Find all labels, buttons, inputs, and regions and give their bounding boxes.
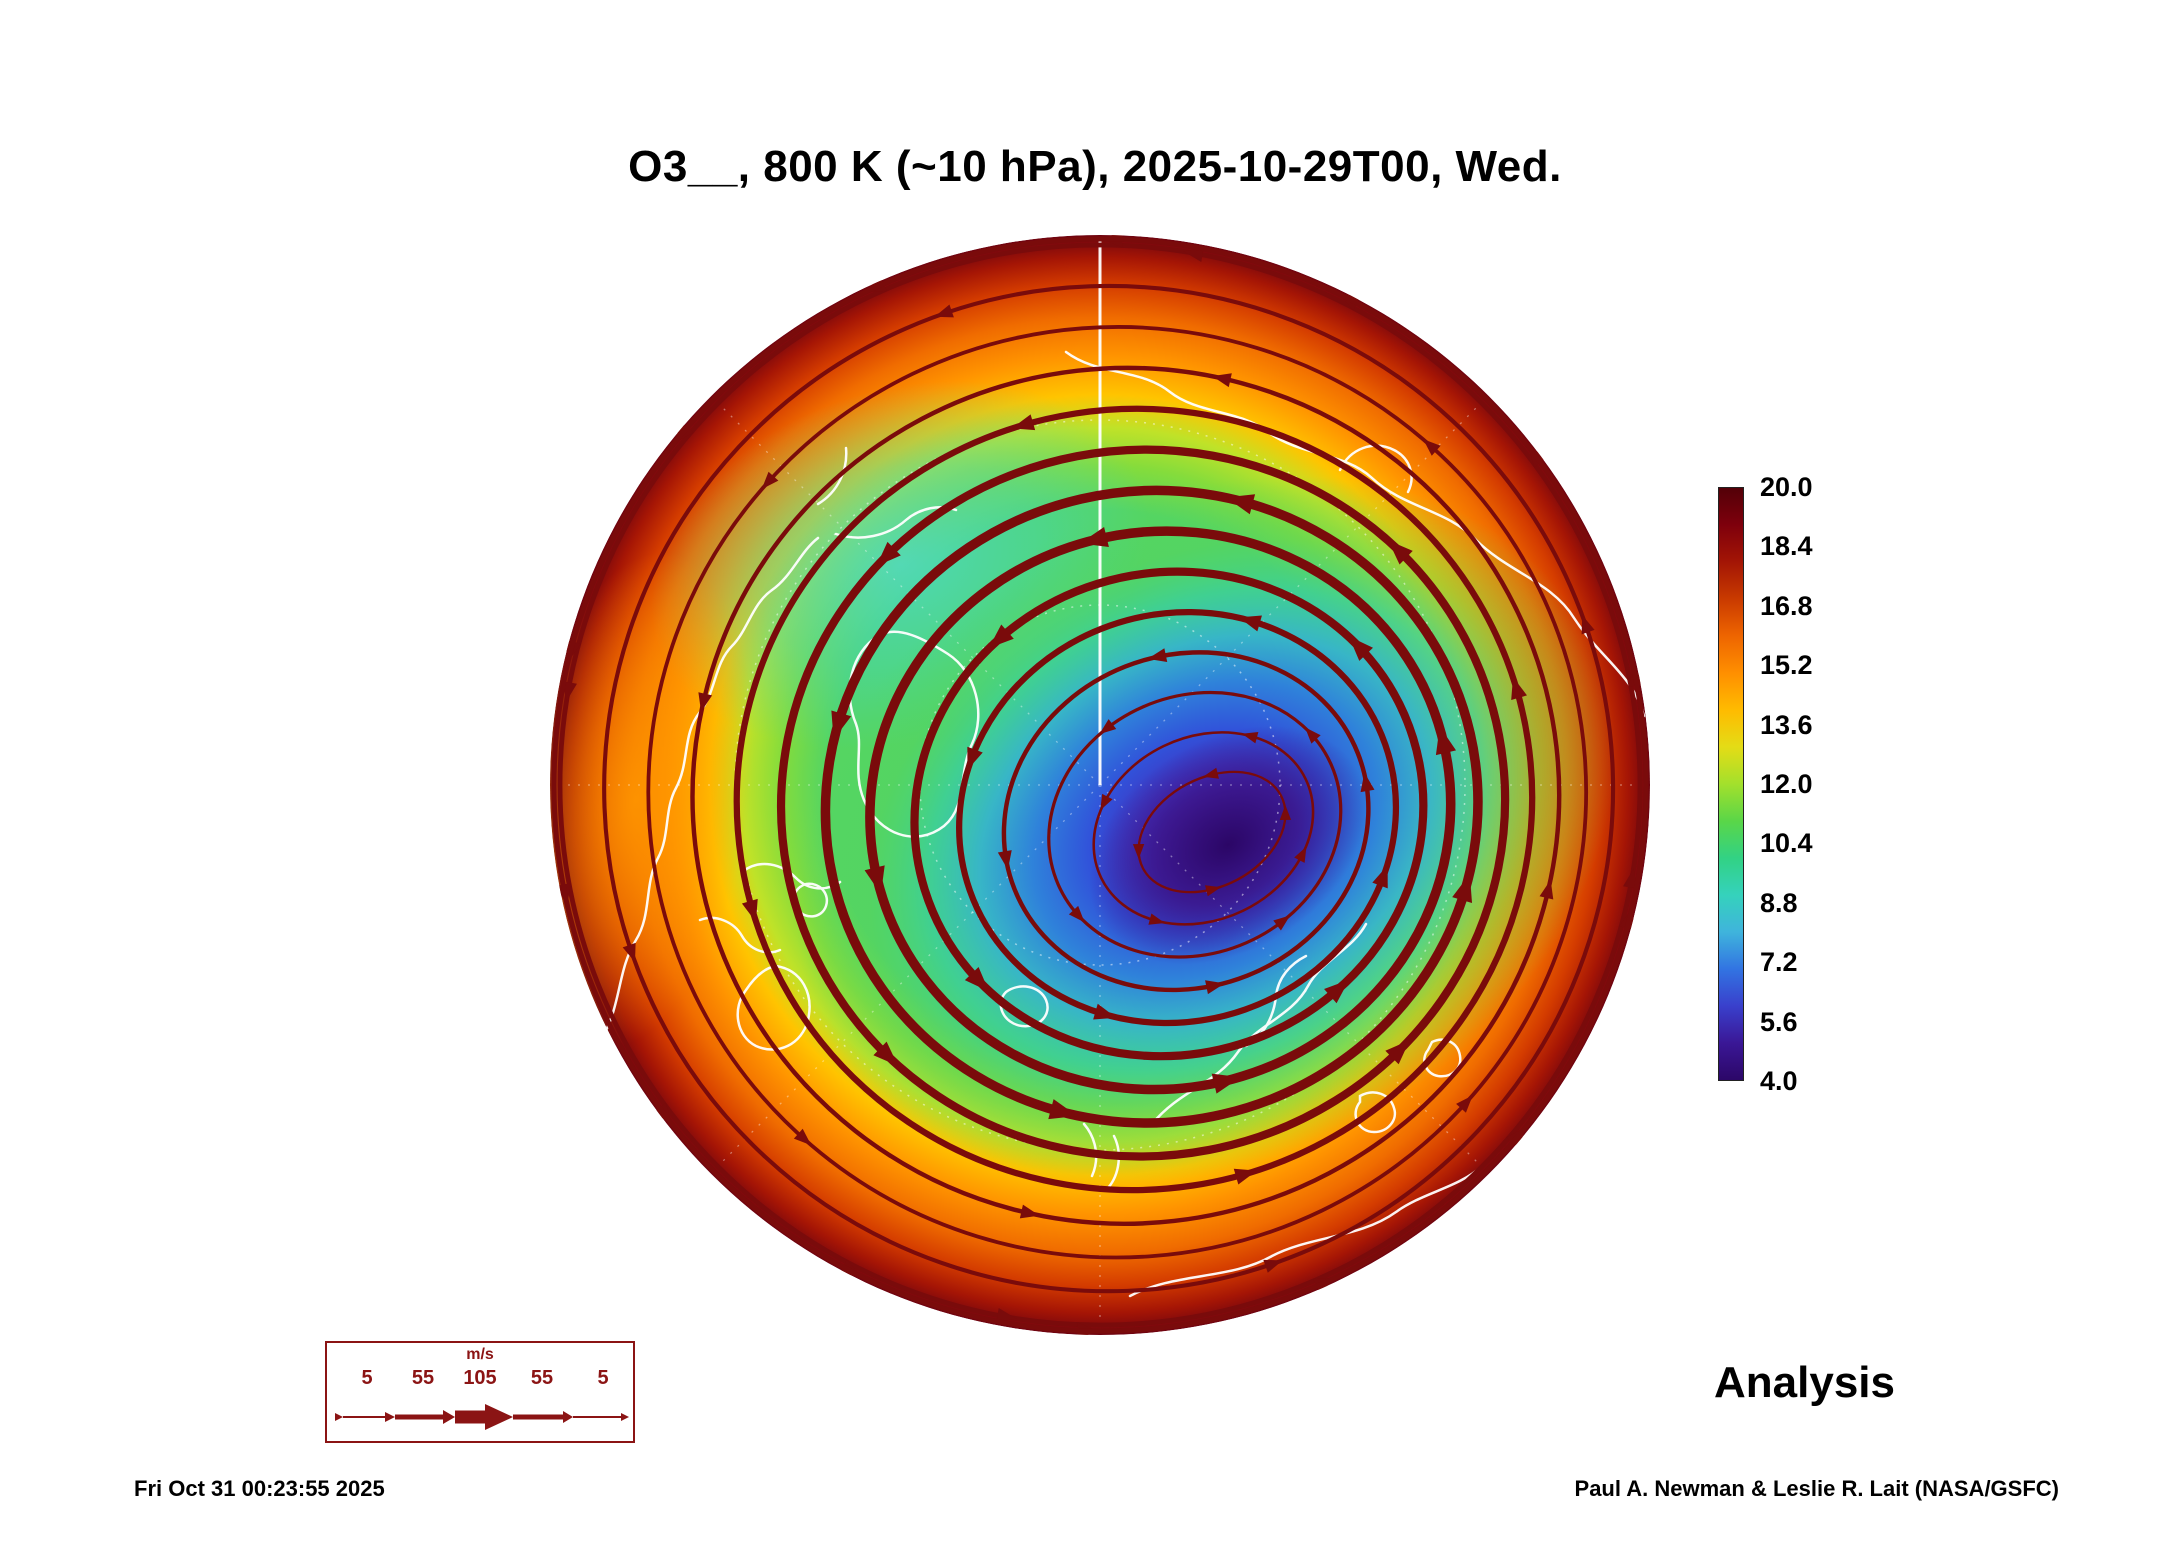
colorbar-tick: 16.8 <box>1760 590 1813 621</box>
wind-legend-value: 55 <box>411 1367 435 1389</box>
colorbar-tick: 8.8 <box>1760 887 1798 918</box>
colorbar-tick: 13.6 <box>1760 709 1813 740</box>
colorbar-tick: 12.0 <box>1760 768 1813 799</box>
wind-speed-arrow <box>335 1404 629 1430</box>
colorbar-tick: 5.6 <box>1760 1006 1798 1037</box>
map-rim <box>551 236 1649 1334</box>
colorbar-tick: 7.2 <box>1760 947 1798 978</box>
wind-legend-unit: m/s <box>466 1346 494 1363</box>
wind-legend-value: 55 <box>530 1367 554 1389</box>
colorbar-tick: 15.2 <box>1760 650 1813 681</box>
colorbar-tick-labels: 20.0 18.4 16.8 15.2 13.6 12.0 10.4 8.8 7… <box>1760 472 1813 1096</box>
colorbar-tick: 20.0 <box>1760 472 1813 502</box>
page-title: O3__, 800 K (~10 hPa), 2025-10-29T00, We… <box>628 142 1562 191</box>
analysis-label: Analysis <box>1714 1358 1895 1407</box>
wind-speed-legend: m/s 5 55 105 55 5 <box>325 1341 635 1443</box>
colorbar-tick: 10.4 <box>1760 828 1813 859</box>
colorbar-tick: 4.0 <box>1760 1065 1798 1096</box>
colorbar-gradient <box>1718 487 1744 1081</box>
wind-legend-value: 5 <box>361 1367 373 1389</box>
wind-legend-value: 5 <box>597 1367 609 1389</box>
colorbar-tick: 18.4 <box>1760 531 1813 562</box>
plot-timestamp: Fri Oct 31 00:23:55 2025 <box>134 1476 385 1501</box>
credit-text: Paul A. Newman & Leslie R. Lait (NASA/GS… <box>1574 1476 2059 1501</box>
wind-legend-value: 105 <box>463 1367 497 1389</box>
